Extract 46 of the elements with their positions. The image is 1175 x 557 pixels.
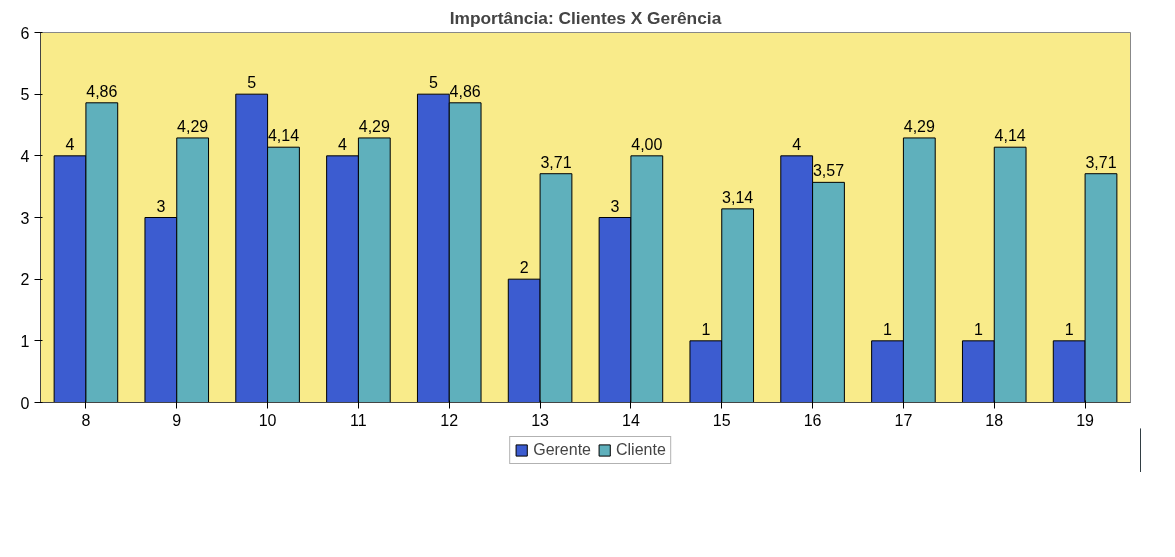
data-label: 4 [792,135,802,153]
x-tick-label: 14 [622,411,640,429]
data-label: 1 [883,320,893,338]
x-tick-label: 8 [81,411,91,429]
data-label: 3,71 [540,153,572,171]
data-label: 2 [519,259,529,277]
x-tick-label: 12 [440,411,459,429]
x-tick-label: 18 [985,411,1004,429]
data-label: 4,29 [177,117,209,135]
y-tick-label: 4 [20,147,30,165]
chart-title: Importância: Clientes X Gerência [449,7,722,28]
data-label: 3,57 [812,162,845,180]
legend-label: Gerente [533,441,591,459]
x-tick-label: 15 [712,411,731,429]
data-label: 4,29 [358,117,390,135]
data-label: 3 [156,197,166,215]
y-tick-label: 3 [20,209,30,227]
x-tick-label: 16 [803,411,822,429]
y-tick-label: 5 [20,86,30,104]
data-label: 4 [338,135,348,153]
x-tick-label: 11 [350,411,367,429]
data-label: 1 [701,320,711,338]
data-label: 1 [1064,320,1074,338]
data-label: 4,86 [86,82,118,100]
data-label: 4,14 [267,127,300,145]
x-tick-label: 13 [531,411,550,429]
y-tick-label: 6 [20,24,30,42]
x-tick-label: 10 [258,411,277,429]
x-tick-label: 17 [894,411,913,429]
x-tick-label: 9 [172,411,182,429]
data-label: 5 [428,74,438,92]
data-label: 3,14 [722,188,754,206]
data-label: 3,71 [1085,153,1117,171]
data-label: 4,29 [903,117,935,135]
data-label: 4,86 [449,82,481,100]
data-label: 3 [610,197,620,215]
data-label: 5 [247,74,257,92]
data-label: 1 [973,320,983,338]
x-tick-label: 19 [1076,411,1095,429]
legend-label: Cliente [616,441,666,459]
data-label: 4,00 [631,135,663,153]
y-tick-label: 0 [20,394,30,412]
data-label: 4 [65,135,75,153]
y-tick-label: 2 [20,271,30,289]
y-tick-label: 1 [20,332,30,350]
data-label: 4,14 [994,127,1026,145]
